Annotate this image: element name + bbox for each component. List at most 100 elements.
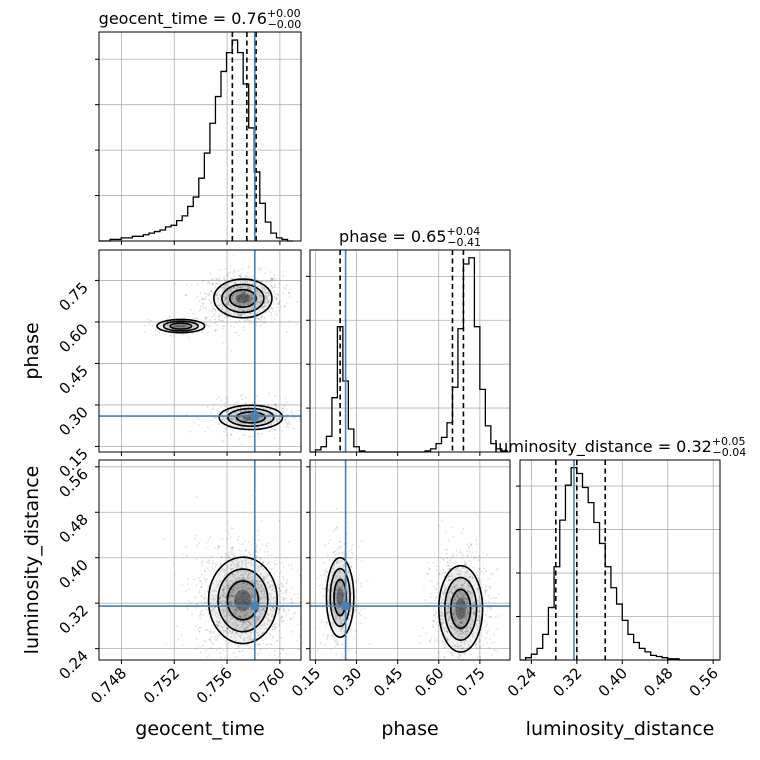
sample-point: [207, 669, 209, 671]
sample-point: [329, 539, 332, 541]
sample-point: [201, 582, 203, 585]
sample-point: [199, 580, 202, 583]
sample-point: [177, 324, 180, 327]
sample-point: [339, 616, 342, 619]
sample-point: [151, 325, 154, 327]
sample-point: [246, 583, 248, 586]
sample-point: [267, 291, 270, 294]
sample-point: [207, 613, 210, 615]
sample-point: [238, 302, 241, 304]
sample-point: [335, 603, 337, 606]
sample-point: [243, 626, 246, 629]
sample-point: [219, 600, 221, 603]
sample-point: [444, 584, 446, 587]
sample-point: [465, 600, 468, 603]
sample-point: [472, 620, 475, 623]
sample-point: [238, 615, 241, 618]
sample-point: [264, 591, 266, 594]
sample-point: [273, 610, 275, 613]
sample-point: [231, 631, 234, 634]
sample-point: [355, 558, 358, 561]
sample-point: [203, 569, 206, 572]
sample-point: [476, 574, 479, 577]
sample-point: [219, 307, 222, 309]
sample-point: [247, 287, 250, 289]
sample-point: [262, 560, 264, 563]
sample-point: [237, 686, 239, 688]
sample-point: [470, 618, 473, 621]
sample-point: [482, 562, 485, 565]
sample-point: [269, 408, 272, 411]
x-axis-label: geocent_time: [135, 718, 264, 740]
sample-point: [227, 612, 230, 615]
sample-point: [215, 293, 218, 296]
sample-point: [224, 427, 227, 430]
sample-point: [189, 430, 192, 433]
sample-point: [448, 575, 450, 578]
sample-point: [325, 568, 328, 571]
sample-point: [467, 584, 469, 587]
sample-point: [247, 571, 250, 574]
sample-point: [262, 577, 265, 580]
sample-point: [206, 406, 209, 408]
sample-point: [273, 284, 276, 286]
sample-point: [238, 598, 241, 601]
sample-point: [251, 564, 254, 567]
sample-point: [486, 623, 488, 626]
sample-point: [231, 589, 234, 591]
sample-point: [244, 402, 247, 405]
sample-point: [476, 631, 478, 634]
sample-point: [231, 418, 233, 420]
sample-point: [250, 298, 253, 301]
sample-point: [337, 571, 339, 574]
sample-point: [165, 643, 167, 646]
sample-point: [485, 585, 488, 588]
sample-point: [218, 596, 221, 599]
sample-point: [217, 300, 220, 303]
sample-point: [239, 620, 242, 623]
sample-point: [216, 635, 219, 638]
sample-point: [489, 573, 492, 575]
sample-point: [230, 527, 233, 529]
sample-point: [270, 311, 273, 314]
sample-point: [251, 588, 254, 591]
sample-point: [214, 416, 217, 419]
sample-point: [484, 569, 487, 572]
sample-point: [245, 274, 248, 277]
sample-point: [224, 614, 227, 617]
sample-point: [328, 583, 331, 586]
sample-point: [212, 643, 215, 646]
sample-point: [341, 610, 343, 613]
sample-point: [266, 580, 269, 583]
sample-point: [227, 587, 230, 589]
sample-point: [338, 580, 341, 583]
sample-point: [268, 300, 271, 303]
sample-point: [243, 285, 246, 288]
sample-point: [240, 598, 243, 601]
sample-point: [223, 588, 225, 591]
sample-point: [442, 619, 444, 622]
sample-point: [248, 300, 251, 303]
sample-point: [256, 317, 258, 320]
x-tick-label: 0.45: [370, 664, 406, 700]
sample-point: [235, 624, 238, 627]
sample-point: [265, 637, 267, 640]
sample-point: [427, 572, 430, 575]
sample-point: [225, 296, 228, 299]
sample-point: [255, 632, 258, 635]
sample-point: [474, 557, 477, 560]
sample-point: [221, 603, 224, 606]
sample-point: [260, 286, 263, 288]
sample-point: [455, 631, 458, 634]
sample-point: [227, 587, 230, 590]
sample-point: [475, 646, 478, 649]
sample-point: [286, 302, 288, 305]
sample-point: [343, 630, 346, 633]
sample-point: [349, 565, 352, 568]
y-tick-label: 0.48: [55, 510, 91, 546]
sample-point: [211, 283, 214, 286]
sample-point: [446, 611, 448, 614]
sample-point: [326, 623, 329, 625]
sample-point: [233, 326, 235, 329]
